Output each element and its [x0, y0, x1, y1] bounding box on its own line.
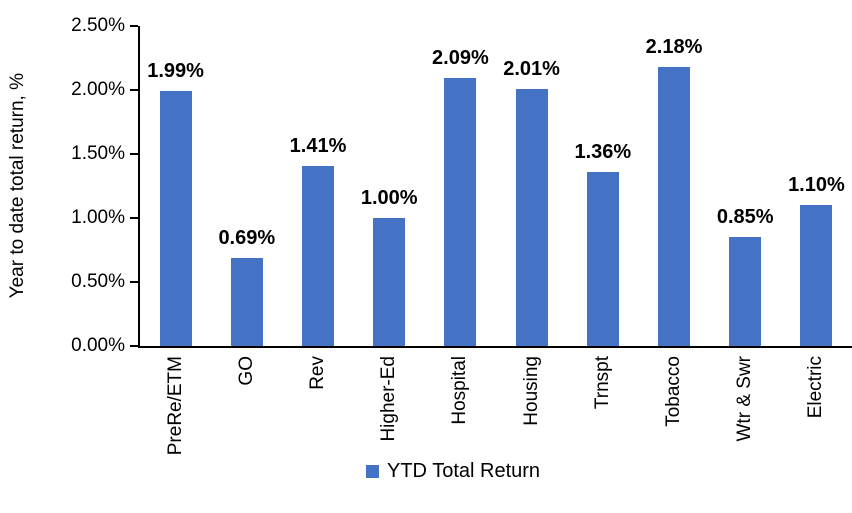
category-label-cell: Electric [781, 356, 852, 468]
category-label: Trnspt [591, 356, 613, 410]
bar-value-label: 2.01% [503, 57, 560, 80]
category-label-cell: Higher-Ed [354, 356, 425, 468]
category-label-cell: PreRe/ETM [140, 356, 211, 468]
y-axis-tick-labels: 0.00% 0.50% 1.00% 1.50% 2.00% 2.50% [0, 15, 125, 356]
category-label: Wtr & Swr [734, 356, 756, 442]
category-label: Rev [307, 356, 328, 390]
bar-value-label: 2.09% [432, 47, 489, 70]
y-tick-mark [130, 153, 138, 155]
bar [658, 66, 691, 346]
bar-column: 1.41% [282, 26, 353, 346]
category-label: Housing [520, 356, 542, 426]
category-label-cell: Tobacco [638, 356, 709, 468]
bar [586, 171, 619, 346]
bar-value-label: 0.85% [716, 206, 774, 229]
bar [230, 257, 263, 346]
category-label: GO [235, 356, 257, 386]
bar-value-label: 1.99% [147, 60, 204, 83]
category-label: Hospital [449, 356, 471, 425]
bar-value-label: 2.18% [645, 35, 703, 58]
y-tick-mark [130, 25, 138, 27]
bar-column: 1.00% [354, 26, 425, 346]
category-label-cell: Wtr & Swr [710, 356, 781, 468]
category-label-cell: Hospital [425, 356, 496, 468]
y-tick-mark [130, 345, 138, 347]
category-label-cell: Housing [496, 356, 567, 468]
legend: YTD Total Return [366, 460, 540, 483]
legend-swatch-icon [366, 465, 379, 478]
x-axis-category-labels: PreRe/ETM GO Rev Higher-Ed Hospital Housing Tr… [140, 356, 852, 468]
y-tick-mark [130, 281, 138, 283]
y-tick-label: 1.00% [71, 207, 125, 228]
bar [800, 205, 833, 346]
bar-column: 1.36% [567, 26, 638, 346]
category-label-cell: GO [211, 356, 282, 468]
bar-column: 2.01% [496, 26, 567, 346]
y-tick-mark [130, 89, 138, 91]
category-label-cell: Trnspt [567, 356, 638, 468]
y-tick-label: 2.50% [71, 15, 125, 36]
category-label: Electric [805, 356, 827, 419]
legend-label: YTD Total Return [387, 460, 541, 482]
y-tick-mark [130, 217, 138, 219]
bar-column: 2.18% [638, 26, 709, 346]
bar [159, 91, 192, 346]
bar [444, 78, 477, 346]
bar-value-label: 1.00% [360, 187, 418, 209]
category-label: Tobacco [663, 356, 685, 427]
bar-column: 1.10% [781, 26, 852, 346]
category-label: Higher-Ed [378, 356, 400, 442]
bar-column: 2.09% [425, 26, 496, 346]
category-label: PreRe/ETM [164, 356, 186, 456]
bar-value-label: 1.10% [788, 174, 845, 197]
bar-column: 0.69% [211, 26, 282, 346]
y-tick-label: 1.50% [71, 143, 125, 164]
bar-value-label: 1.36% [574, 140, 632, 163]
y-tick-label: 0.50% [71, 271, 125, 292]
bar [515, 88, 548, 346]
bar-column: 1.99% [140, 26, 211, 346]
bar [729, 237, 762, 346]
bar-value-label: 0.69% [218, 226, 276, 249]
bar [302, 165, 334, 346]
y-tick-label: 2.00% [71, 79, 125, 100]
category-label-cell: Rev [282, 356, 353, 468]
plot-area: 1.99% 0.69% 1.41% 1.00% 2.09% 2.01% 1.36% 2.18%… [130, 25, 852, 348]
bar [373, 218, 406, 346]
bars-container: 1.99% 0.69% 1.41% 1.00% 2.09% 2.01% 1.36% 2.18%… [140, 26, 852, 346]
bar-value-label: 1.41% [289, 134, 347, 157]
bar-column: 0.85% [710, 26, 781, 346]
y-tick-label: 0.00% [71, 335, 125, 356]
